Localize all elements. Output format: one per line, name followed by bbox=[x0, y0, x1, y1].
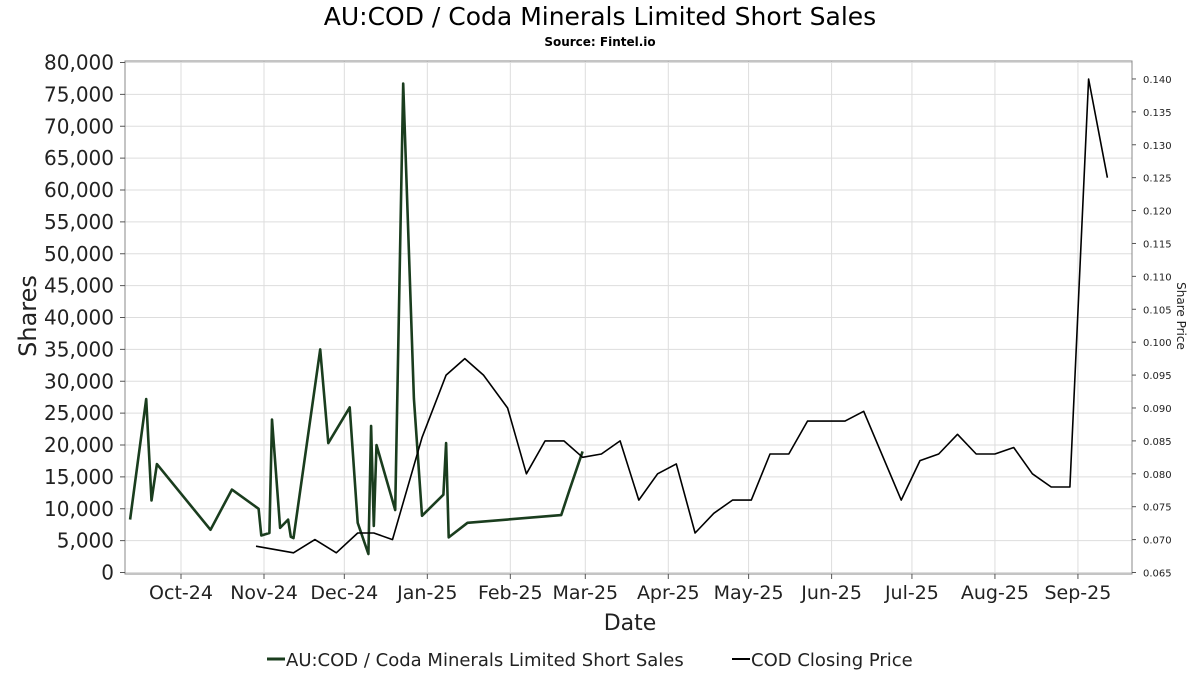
y2-tick-label: 0.120 bbox=[1143, 207, 1172, 218]
x-tick-label: Dec-24 bbox=[310, 582, 378, 604]
y-tick-label: 30,000 bbox=[44, 369, 114, 393]
y-tick-label: 60,000 bbox=[44, 178, 114, 202]
y2-tick-label: 0.070 bbox=[1143, 536, 1172, 547]
x-tick-label: Jan-25 bbox=[396, 582, 457, 604]
y-tick-label: 55,000 bbox=[44, 210, 114, 234]
y-tick-label: 65,000 bbox=[44, 146, 114, 170]
x-tick-label: May-25 bbox=[714, 582, 784, 604]
y-axis-label: Shares bbox=[14, 275, 42, 357]
y-tick-label: 35,000 bbox=[44, 337, 114, 361]
y-tick-label: 10,000 bbox=[44, 497, 114, 521]
x-tick-label: Mar-25 bbox=[552, 582, 618, 604]
x-tick-label: Sep-25 bbox=[1045, 582, 1112, 604]
y-tick-label: 50,000 bbox=[44, 242, 114, 266]
y-tick-label: 75,000 bbox=[44, 82, 114, 106]
y2-tick-label: 0.075 bbox=[1143, 503, 1172, 514]
y2-tick-label: 0.080 bbox=[1143, 470, 1172, 481]
x-axis-label: Date bbox=[604, 611, 657, 636]
y2-tick-label: 0.090 bbox=[1143, 404, 1172, 415]
y-tick-label: 40,000 bbox=[44, 306, 114, 330]
x-tick-label: Jul-25 bbox=[884, 582, 939, 604]
y-tick-label: 25,000 bbox=[44, 401, 114, 425]
y2-tick-label: 0.140 bbox=[1143, 75, 1172, 86]
y2-tick-label: 0.110 bbox=[1143, 272, 1172, 283]
x-tick-label: Feb-25 bbox=[478, 582, 543, 604]
x-tick-label: Aug-25 bbox=[961, 582, 1029, 604]
chart-subtitle: Source: Fintel.io bbox=[544, 35, 656, 49]
x-tick-label: Nov-24 bbox=[230, 582, 298, 604]
y2-tick-label: 0.125 bbox=[1143, 174, 1172, 185]
y-tick-label: 45,000 bbox=[44, 274, 114, 298]
y-tick-label: 15,000 bbox=[44, 465, 114, 489]
short-sales-line bbox=[128, 82, 584, 556]
y2-tick-label: 0.095 bbox=[1143, 371, 1172, 382]
chart-title: AU:COD / Coda Minerals Limited Short Sal… bbox=[323, 2, 877, 31]
closing-price-line bbox=[255, 78, 1109, 554]
y2-tick-label: 0.115 bbox=[1143, 239, 1172, 250]
y2-tick-label: 0.130 bbox=[1143, 141, 1172, 152]
legend-label-short-sales: AU:COD / Coda Minerals Limited Short Sal… bbox=[286, 650, 684, 671]
x-tick-label: Apr-25 bbox=[637, 582, 700, 604]
x-tick-label: Jun-25 bbox=[800, 582, 862, 604]
y-tick-label: 20,000 bbox=[44, 433, 114, 457]
legend-label-closing-price: COD Closing Price bbox=[751, 650, 913, 671]
y2-tick-label: 0.105 bbox=[1143, 305, 1172, 316]
y2-tick-label: 0.065 bbox=[1143, 569, 1172, 580]
y2-tick-label: 0.100 bbox=[1143, 338, 1172, 349]
y-tick-label: 5,000 bbox=[57, 529, 114, 553]
y2-tick-label: 0.085 bbox=[1143, 437, 1172, 448]
y2-axis-label: Share Price bbox=[1174, 282, 1188, 350]
y-tick-label: 80,000 bbox=[44, 51, 114, 75]
y-tick-label: 70,000 bbox=[44, 114, 114, 138]
y-tick-label: 0 bbox=[101, 561, 114, 585]
x-tick-label: Oct-24 bbox=[149, 582, 213, 604]
y2-tick-label: 0.135 bbox=[1143, 108, 1172, 119]
